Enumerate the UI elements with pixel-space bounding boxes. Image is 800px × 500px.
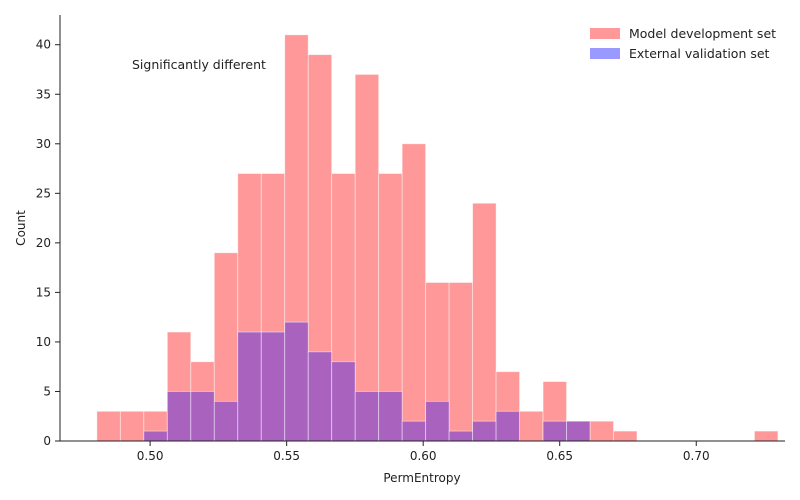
y-tick-label: 5 bbox=[43, 384, 51, 398]
x-tick-label: 0.60 bbox=[410, 449, 437, 463]
dev-bar-23 bbox=[754, 430, 779, 442]
legend: Model development set External validatio… bbox=[590, 26, 776, 61]
y-tick-label: 20 bbox=[36, 236, 51, 250]
ext-bar-6 bbox=[284, 321, 309, 442]
x-tick-label: 0.65 bbox=[546, 449, 573, 463]
ext-bar-2 bbox=[190, 391, 215, 442]
legend-label-external-validation: External validation set bbox=[629, 46, 770, 61]
y-tick-label: 10 bbox=[36, 335, 51, 349]
ext-bar-10 bbox=[378, 391, 403, 442]
ext-bar-4 bbox=[237, 331, 262, 442]
ext-bar-15 bbox=[495, 410, 520, 442]
dev-bar-18 bbox=[519, 410, 544, 442]
series-external-validation-bars bbox=[143, 321, 591, 442]
y-tick-label: 40 bbox=[36, 38, 51, 52]
ext-bar-17 bbox=[542, 420, 567, 442]
x-tick-label: 0.50 bbox=[137, 449, 164, 463]
y-tick-label: 30 bbox=[36, 137, 51, 151]
ext-bar-18 bbox=[566, 420, 591, 442]
y-tick-label: 25 bbox=[36, 186, 51, 200]
x-axis-label: PermEntropy bbox=[383, 471, 460, 485]
ext-bar-1 bbox=[166, 391, 192, 442]
dev-bar-13 bbox=[401, 143, 427, 442]
dev-bar-1 bbox=[119, 410, 145, 442]
dev-bar-11 bbox=[354, 74, 380, 442]
annotation-text: Significantly different bbox=[132, 57, 266, 72]
ext-bar-7 bbox=[307, 351, 333, 442]
ext-bar-5 bbox=[260, 331, 286, 442]
ext-bar-12 bbox=[425, 400, 450, 442]
dev-bar-21 bbox=[589, 420, 614, 442]
ext-bar-14 bbox=[472, 420, 497, 442]
dev-bar-0 bbox=[96, 410, 121, 442]
series-model-development-bars bbox=[96, 34, 779, 442]
y-tick-label: 15 bbox=[36, 285, 51, 299]
dev-bar-22 bbox=[613, 430, 638, 442]
legend-swatch-model-development bbox=[590, 28, 620, 39]
ext-bar-3 bbox=[213, 400, 239, 442]
x-ticks: 0.50 0.55 0.60 0.65 0.70 bbox=[137, 441, 710, 463]
legend-swatch-external-validation bbox=[590, 48, 620, 59]
dev-bar-15 bbox=[448, 282, 474, 442]
legend-label-model-development: Model development set bbox=[629, 26, 776, 41]
ext-bar-8 bbox=[331, 361, 356, 442]
axes bbox=[59, 15, 785, 442]
y-tick-label: 35 bbox=[36, 87, 51, 101]
y-axis-label: Count bbox=[14, 210, 28, 246]
ext-bar-9 bbox=[354, 391, 380, 442]
y-tick-label: 0 bbox=[43, 434, 51, 448]
x-tick-label: 0.70 bbox=[683, 449, 710, 463]
ext-bar-13 bbox=[448, 430, 474, 442]
dev-bar-16 bbox=[472, 202, 497, 442]
ext-bar-11 bbox=[401, 420, 427, 442]
x-tick-label: 0.55 bbox=[273, 449, 300, 463]
ext-bar-0 bbox=[143, 430, 168, 442]
y-ticks: 0 5 10 15 20 25 30 35 40 bbox=[36, 38, 60, 448]
